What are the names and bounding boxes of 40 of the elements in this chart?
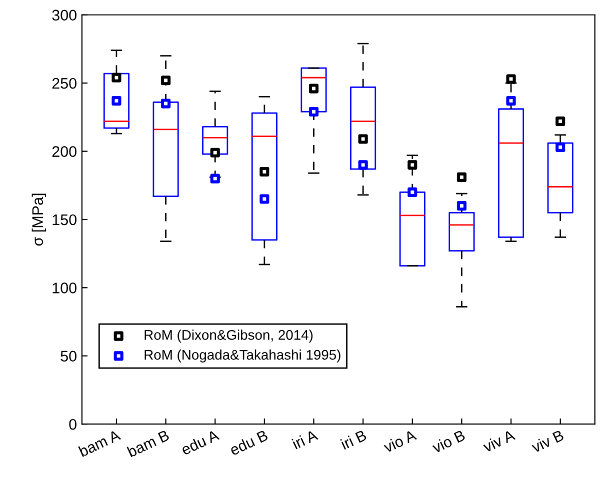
point bbox=[556, 142, 566, 152]
point bbox=[308, 106, 319, 117]
point bbox=[112, 96, 122, 106]
point bbox=[112, 72, 122, 82]
point bbox=[556, 116, 566, 126]
x-tick-label: edu B bbox=[228, 429, 268, 456]
y-tick-label: 300 bbox=[52, 10, 76, 21]
legend-label: RoM (Nogada&Takahashi 1995) bbox=[144, 350, 340, 362]
x-tick-label: viv A bbox=[482, 428, 516, 453]
x-tick-label: vio A bbox=[382, 428, 418, 454]
legend-label: RoM (Dixon&Gibson, 2014) bbox=[144, 330, 313, 343]
point bbox=[308, 84, 319, 94]
y-axis-title: σ [MPa] bbox=[32, 194, 46, 246]
y-tick-label: 100 bbox=[52, 282, 76, 294]
y-tick-label: 50 bbox=[60, 350, 76, 362]
x-tick-label: viv B bbox=[530, 429, 564, 453]
x-tick-label: bam A bbox=[78, 428, 122, 457]
point bbox=[358, 134, 368, 144]
x-tick-label: iri A bbox=[292, 428, 318, 450]
point bbox=[408, 187, 418, 197]
x-tick-label: vio B bbox=[430, 429, 466, 454]
point bbox=[260, 166, 270, 177]
point bbox=[506, 96, 516, 106]
point bbox=[210, 148, 220, 158]
x-tick-label: iri B bbox=[340, 429, 368, 450]
x-tick-label: bam B bbox=[126, 429, 170, 458]
point bbox=[358, 160, 368, 170]
point bbox=[408, 160, 418, 170]
y-tick-label: 0 bbox=[69, 418, 76, 430]
point bbox=[456, 201, 466, 211]
point bbox=[456, 172, 466, 182]
point bbox=[260, 194, 270, 204]
point bbox=[506, 74, 516, 84]
y-tick-label: 150 bbox=[52, 214, 76, 226]
y-tick-label: 250 bbox=[52, 78, 76, 89]
point bbox=[161, 98, 171, 108]
x-tick-label: edu A bbox=[180, 428, 220, 456]
point bbox=[210, 174, 220, 184]
point bbox=[161, 76, 171, 86]
y-tick-label: 200 bbox=[52, 146, 76, 157]
